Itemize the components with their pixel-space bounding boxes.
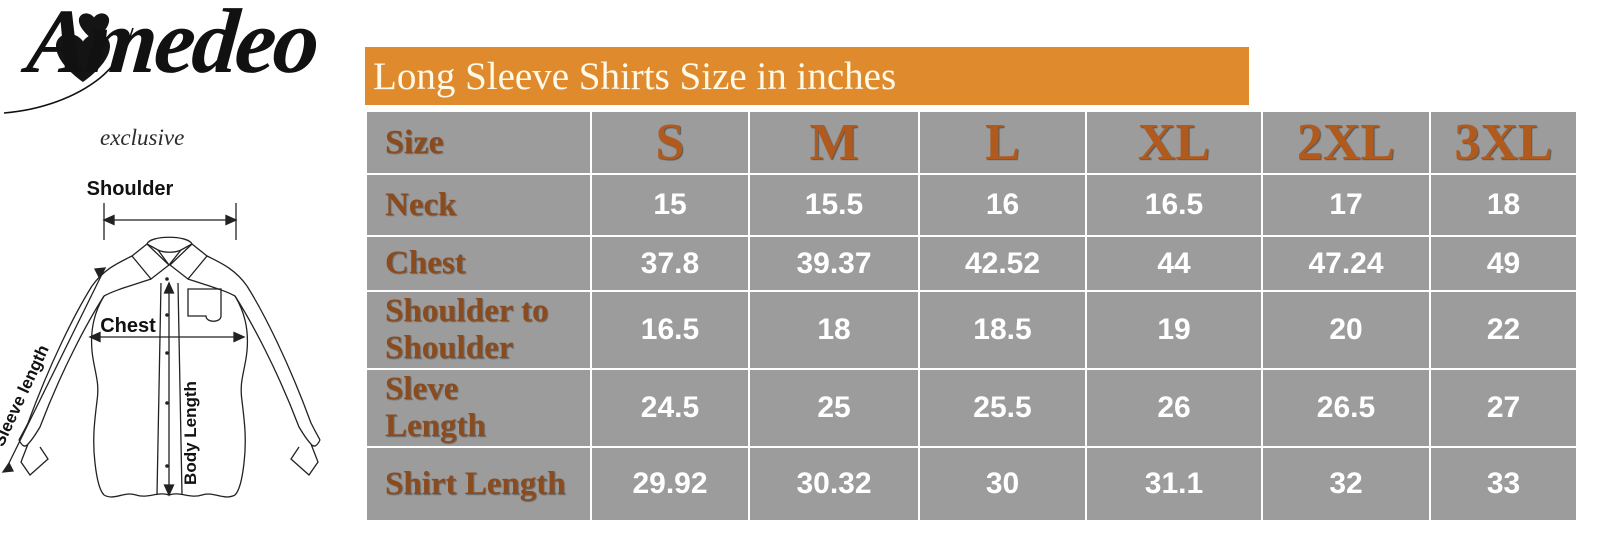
svg-text:Body Length: Body Length xyxy=(181,381,200,485)
svg-text:Shoulder: Shoulder xyxy=(87,178,174,200)
svg-text:Sleeve length: Sleeve length xyxy=(0,342,53,449)
svg-text:Chest: Chest xyxy=(100,315,156,337)
